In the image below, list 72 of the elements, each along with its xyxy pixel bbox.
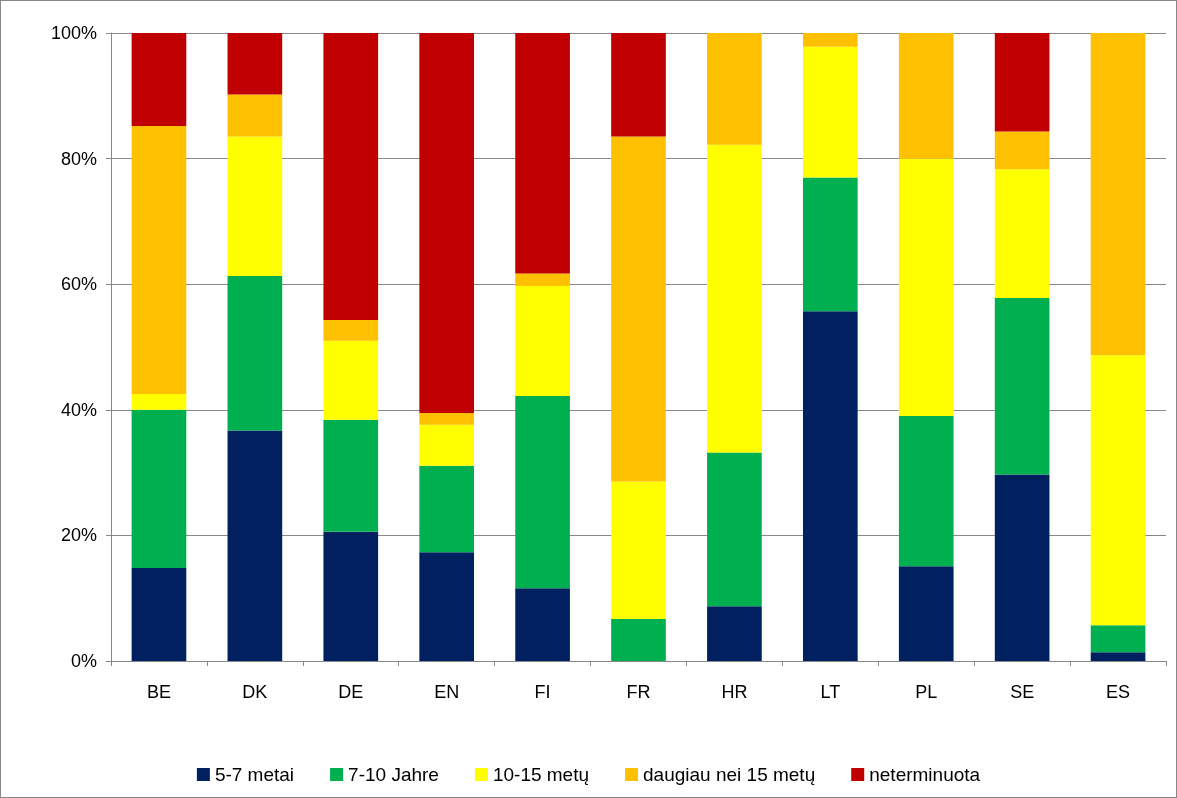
legend-label: 7-10 Jahre [348, 764, 439, 785]
bar [611, 136, 666, 482]
bar [994, 131, 1050, 170]
legend-label: 10-15 metų [492, 764, 590, 785]
bar [227, 33, 283, 95]
bar [994, 169, 1050, 299]
bar [802, 177, 858, 312]
bar [898, 566, 954, 661]
bar [131, 568, 187, 661]
x-tick-label: DK [242, 682, 268, 702]
bar [515, 395, 570, 589]
bar [419, 412, 475, 425]
bar [994, 474, 1050, 661]
bar [707, 606, 762, 661]
x-tick-label: ES [1106, 682, 1131, 702]
x-tick-label: EN [434, 682, 460, 702]
y-tick-label: 0% [70, 651, 97, 671]
y-tick-label: 80% [60, 148, 97, 169]
y-tick-label: 20% [60, 525, 97, 546]
bar [802, 33, 858, 47]
bar [1090, 652, 1146, 661]
bar [802, 46, 858, 178]
bar [994, 33, 1050, 132]
bar [227, 136, 283, 277]
x-tick-label: SE [1010, 682, 1035, 702]
bar [419, 552, 475, 661]
y-tick-label: 40% [60, 399, 97, 420]
bar [131, 394, 187, 410]
bar [515, 33, 570, 274]
bar [802, 311, 858, 661]
bar [323, 33, 379, 320]
x-tick-label: PL [915, 682, 938, 702]
bar [898, 416, 954, 567]
bar [131, 33, 187, 126]
bar [515, 588, 570, 661]
bar [1090, 625, 1146, 653]
bar [611, 618, 666, 661]
bar [611, 33, 666, 137]
bar [323, 340, 379, 420]
bar [323, 531, 379, 661]
bar [1090, 33, 1146, 356]
bar [515, 286, 570, 396]
bar [707, 144, 762, 453]
x-tick-label: LT [820, 682, 841, 702]
bar [707, 452, 762, 607]
bar [419, 465, 475, 553]
legend-label: 5-7 metai [214, 764, 295, 785]
bar [227, 430, 283, 661]
legend-label: daugiau nei 15 metų [643, 764, 816, 785]
x-tick-label: FI [534, 682, 551, 702]
y-tick-label: 60% [60, 274, 97, 295]
y-tick-label: 100% [50, 23, 97, 43]
bar [323, 320, 379, 341]
bar [994, 298, 1050, 475]
bar [419, 33, 475, 413]
bar [227, 276, 283, 431]
bar [707, 33, 762, 145]
bar [898, 158, 954, 417]
bar [323, 419, 379, 532]
x-tick-label: FR [626, 682, 651, 702]
bar [515, 273, 570, 287]
bar [131, 409, 187, 569]
x-tick-label: BE [146, 682, 171, 702]
legend-label: neterminuota [869, 764, 981, 785]
bar [611, 481, 666, 619]
bar [1090, 355, 1146, 626]
bar [227, 94, 283, 137]
x-tick-label: DE [338, 682, 364, 702]
bar [898, 33, 954, 159]
x-tick-label: HR [721, 682, 748, 702]
bar [419, 424, 475, 466]
bar [131, 125, 187, 395]
